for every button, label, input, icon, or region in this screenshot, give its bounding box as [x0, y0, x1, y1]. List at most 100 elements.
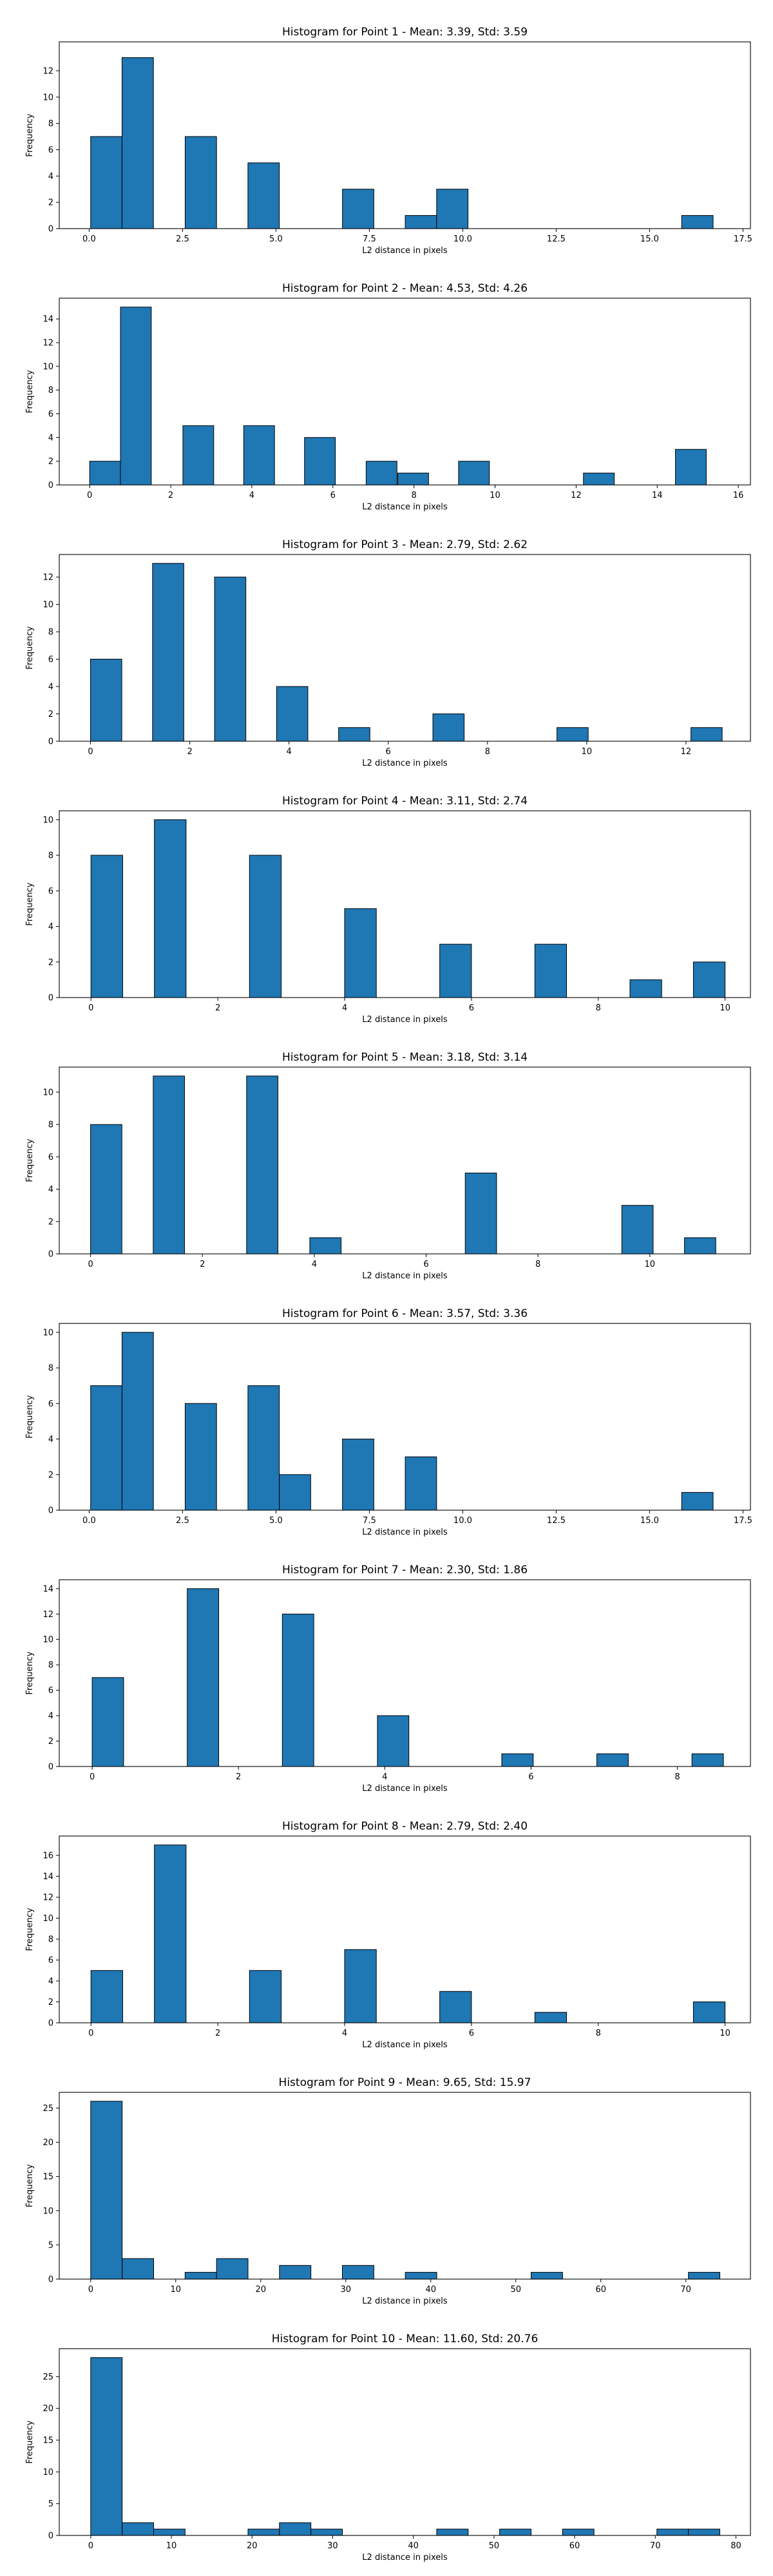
x-tick-label: 10: [171, 2285, 182, 2295]
chart-title: Histogram for Point 9 - Mean: 9.65, Std:…: [279, 2076, 531, 2089]
histogram-bar: [405, 1456, 437, 1511]
histogram-bar: [249, 1970, 282, 2023]
y-tick-label: 6: [48, 887, 53, 896]
x-tick-label: 0: [88, 2029, 93, 2038]
axes-frame: [59, 810, 751, 998]
histogram-bar: [184, 136, 217, 229]
x-tick-label: 8: [596, 1003, 601, 1013]
x-tick-label: 10: [720, 1003, 730, 1013]
y-tick-label: 15: [43, 2172, 53, 2182]
histogram-bar: [432, 714, 465, 742]
chart-title: Histogram for Point 5 - Mean: 3.18, Std:…: [282, 1051, 528, 1064]
x-tick-label: 12: [681, 747, 692, 757]
x-tick-label: 0: [88, 1003, 93, 1013]
y-tick-label: 6: [48, 146, 53, 155]
y-tick-label: 0: [48, 225, 53, 234]
histogram-bar: [304, 437, 336, 486]
y-tick-label: 2: [48, 198, 53, 208]
histogram-bar: [341, 2265, 374, 2280]
histogram-bar: [656, 2528, 689, 2536]
y-tick-label: 12: [43, 573, 53, 583]
y-tick-label: 10: [43, 2468, 53, 2477]
axes-frame: [59, 298, 751, 486]
x-tick-label: 0: [88, 1260, 93, 1269]
x-tick-label: 5.0: [269, 1516, 283, 1526]
x-axis-label: L2 distance in pixels: [362, 502, 448, 512]
histogram-bar: [684, 1237, 716, 1255]
x-tick-label: 4: [249, 491, 254, 500]
histogram-bar: [121, 57, 154, 229]
x-tick-label: 6: [330, 491, 336, 500]
x-tick-label: 6: [469, 1003, 474, 1013]
axes-frame: [59, 2348, 751, 2536]
x-tick-label: 12.5: [547, 234, 566, 244]
histogram-panel-3: Histogram for Point 3 - Mean: 2.79, Std:…: [25, 538, 751, 768]
histogram-bar: [249, 855, 282, 998]
y-tick-label: 2: [48, 710, 53, 719]
histogram-bar: [691, 727, 723, 742]
x-tick-label: 8: [674, 1772, 680, 1782]
x-tick-label: 6: [528, 1772, 533, 1782]
chart-title: Histogram for Point 7 - Mean: 2.30, Std:…: [282, 1564, 528, 1577]
x-tick-label: 4: [312, 1260, 317, 1269]
x-tick-label: 10: [166, 2541, 177, 2551]
histogram-bar: [279, 2522, 312, 2536]
y-tick-label: 10: [43, 1088, 53, 1097]
histogram-bar: [342, 1439, 374, 1511]
y-axis-label: Frequency: [25, 1651, 35, 1694]
y-tick-label: 10: [43, 1328, 53, 1338]
histogram-bar: [184, 1403, 217, 1511]
y-axis-label: Frequency: [25, 370, 35, 413]
x-tick-label: 2: [236, 1772, 241, 1782]
y-axis-label: Frequency: [25, 2420, 35, 2463]
histogram-bar: [154, 819, 187, 998]
y-axis-label: Frequency: [25, 626, 35, 669]
histogram-bar: [681, 1492, 714, 1511]
x-tick-label: 10: [490, 491, 501, 500]
x-tick-label: 70: [680, 2285, 691, 2295]
y-tick-label: 4: [48, 1185, 53, 1195]
y-tick-label: 12: [43, 1893, 53, 1903]
x-tick-label: 8: [412, 491, 417, 500]
x-axis-label: L2 distance in pixels: [362, 1015, 448, 1025]
chart-title: Histogram for Point 3 - Mean: 2.79, Std:…: [282, 538, 528, 551]
axes-frame: [59, 41, 751, 229]
histogram-bar: [621, 1205, 654, 1255]
x-axis-label: L2 distance in pixels: [362, 1784, 448, 1794]
x-tick-label: 2: [168, 491, 173, 500]
histogram-bar: [534, 2012, 568, 2023]
y-tick-label: 0: [48, 994, 53, 1003]
y-tick-label: 0: [48, 1506, 53, 1516]
x-tick-label: 4: [286, 747, 291, 757]
y-axis-label: Frequency: [25, 1908, 35, 1951]
histogram-panel-9: Histogram for Point 9 - Mean: 9.65, Std:…: [25, 2076, 751, 2306]
histogram-bar: [583, 473, 615, 486]
histogram-bar: [90, 1970, 123, 2023]
histogram-panel-4: Histogram for Point 4 - Mean: 3.11, Std:…: [25, 795, 751, 1025]
histogram-bar: [91, 1677, 124, 1767]
x-tick-label: 10: [644, 1260, 655, 1269]
histogram-bar: [182, 425, 215, 486]
x-tick-label: 2: [215, 1003, 220, 1013]
histogram-bar: [436, 2528, 469, 2536]
histogram-bar: [629, 979, 662, 998]
histogram-bar: [562, 2528, 595, 2536]
y-tick-label: 14: [43, 1584, 53, 1594]
y-tick-label: 2: [48, 1470, 53, 1480]
histogram-bar: [184, 2271, 217, 2280]
y-tick-label: 2: [48, 1217, 53, 1227]
y-tick-label: 8: [48, 628, 53, 638]
histogram-bar: [691, 1753, 724, 1767]
y-tick-label: 20: [43, 2138, 53, 2148]
y-tick-label: 5: [48, 2240, 53, 2250]
histogram-bar: [344, 1949, 377, 2023]
y-tick-label: 6: [48, 655, 53, 665]
y-tick-label: 10: [43, 93, 53, 102]
histogram-bar: [309, 1237, 342, 1255]
histogram-bar: [279, 2265, 312, 2280]
histogram-bar: [342, 189, 374, 229]
histogram-bar: [365, 460, 397, 486]
y-tick-label: 10: [43, 362, 53, 372]
y-tick-label: 0: [48, 2532, 53, 2541]
histogram-bar: [187, 1588, 220, 1767]
